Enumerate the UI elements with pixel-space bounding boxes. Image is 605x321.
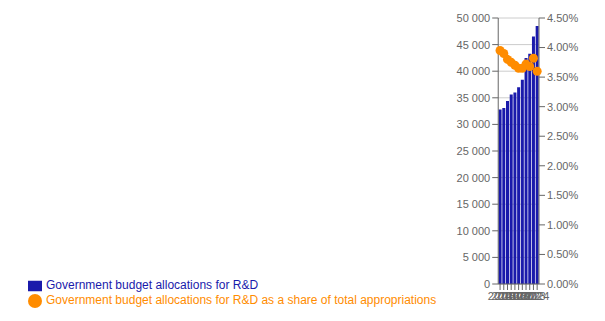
svg-text:3.00%: 3.00% [547,101,578,113]
svg-text:0.00%: 0.00% [547,278,578,290]
svg-text:30 000: 30 000 [457,118,491,130]
svg-text:25 000: 25 000 [457,145,491,157]
svg-text:40 000: 40 000 [457,65,491,77]
svg-text:1.50%: 1.50% [547,189,578,201]
svg-text:4.00%: 4.00% [547,41,578,53]
svg-text:4.50%: 4.50% [547,12,578,24]
svg-text:1.00%: 1.00% [547,219,578,231]
svg-text:45 000: 45 000 [457,39,491,51]
svg-text:0.50%: 0.50% [547,248,578,260]
svg-text:35 000: 35 000 [457,92,491,104]
svg-text:10 000: 10 000 [457,225,491,237]
html-text:Government budget allocations: Government budget allocations for R&D [46,278,259,293]
svg-text:50 000: 50 000 [457,12,491,24]
svg-text:20 000: 20 000 [457,172,491,184]
svg-text:2.00%: 2.00% [547,160,578,172]
svg-text:3.50%: 3.50% [547,71,578,83]
svg-text:2.50%: 2.50% [547,130,578,142]
html-text:Government budget allocations: Government budget allocations for R&D as… [46,293,437,308]
svg-text:2024: 2024 [525,290,549,302]
svg-text:0: 0 [484,278,490,290]
svg-text:15 000: 15 000 [457,198,491,210]
svg-text:5 000: 5 000 [463,251,491,263]
